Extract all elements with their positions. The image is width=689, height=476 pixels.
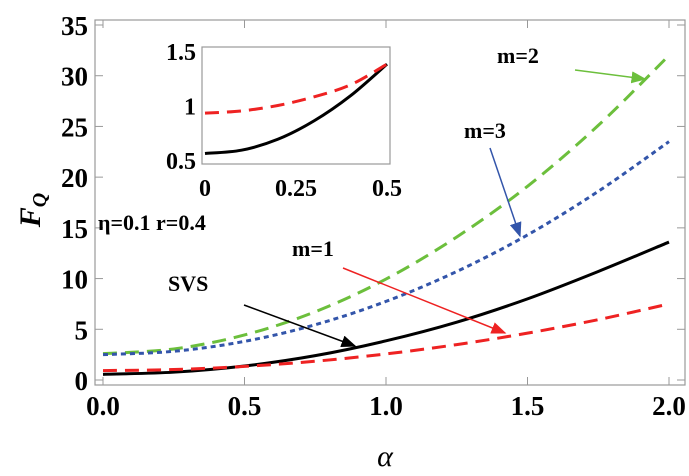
inset-y-tick-label: 1 [184, 95, 196, 121]
x-tick-label: 1.5 [511, 391, 545, 421]
y-tick-label: 10 [61, 265, 88, 295]
y-tick-label: 15 [61, 214, 88, 244]
inset-y-tick-label: 0.5 [166, 149, 196, 175]
y-tick-label: 5 [75, 315, 89, 345]
x-tick-label: 0.0 [86, 391, 120, 421]
arrow-m2 [574, 69, 647, 84]
x-axis-label: α [377, 440, 394, 473]
inset-y-tick-label: 1.5 [166, 40, 196, 66]
inset-chart: 0 0.25 0.5 0.5 1 1.5 [166, 40, 402, 202]
y-tick-label: 25 [61, 112, 88, 142]
arrow-m1 [342, 267, 507, 334]
x-tick-label: 0.5 [228, 391, 262, 421]
y-tick-label: 20 [61, 163, 88, 193]
series-line-SVS [102, 240, 670, 376]
plot-frame [94, 19, 686, 386]
series-line-m2 [102, 54, 671, 356]
inset-x-tick-label: 0.5 [372, 176, 402, 202]
inset-x-tick-label: 0 [199, 176, 211, 202]
x-tick-label: 2.0 [652, 391, 686, 421]
arrow-m3 [489, 147, 522, 238]
annotation-svs: SVS [168, 271, 208, 296]
inset-series-line-m1 [204, 62, 388, 115]
y-axis-label: FQ [14, 193, 51, 228]
y-tick-label: 35 [61, 11, 88, 41]
annotation-params: η=0.1 r=0.4 [98, 210, 206, 235]
y-tick-label: 0 [75, 366, 89, 396]
x-tick-label: 1.0 [369, 391, 403, 421]
main-series [102, 54, 671, 376]
inset-frame [201, 46, 391, 165]
arrow-svs [243, 304, 357, 347]
annotation-m3: m=3 [464, 118, 506, 143]
inset-series-line-SVS [204, 62, 388, 155]
series-line-m3 [102, 140, 670, 357]
svg-text:FQ: FQ [14, 193, 51, 228]
annotation-m2: m=2 [497, 43, 539, 68]
annotation-m1: m=1 [292, 236, 334, 261]
inset-x-tick-label: 0.25 [275, 176, 317, 202]
series-line-m1 [102, 302, 670, 373]
y-tick-label: 30 [61, 62, 88, 92]
